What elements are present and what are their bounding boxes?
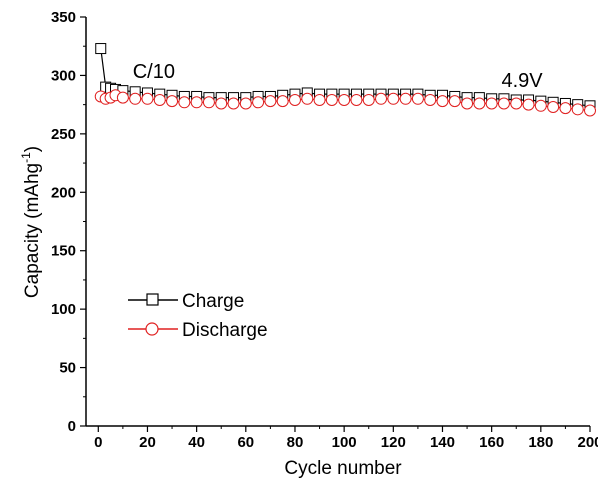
data-point <box>202 96 215 109</box>
legend-charge-marker <box>146 293 159 306</box>
data-point <box>239 97 252 110</box>
legend-discharge-label: Discharge <box>182 320 268 341</box>
x-tick-label: 120 <box>381 434 406 451</box>
y-tick-label: 350 <box>51 9 76 26</box>
data-point <box>264 95 277 108</box>
data-point <box>313 93 326 106</box>
y-tick-label: 0 <box>68 418 76 435</box>
data-point <box>178 96 191 109</box>
data-point <box>375 92 388 105</box>
data-point <box>448 95 461 108</box>
data-point <box>436 95 449 108</box>
data-point <box>571 103 584 116</box>
x-tick-label: 180 <box>528 434 553 451</box>
y-tick-label: 250 <box>51 126 76 143</box>
data-point <box>227 97 240 110</box>
y-tick-label: 50 <box>59 360 76 377</box>
data-point <box>424 93 437 106</box>
data-point <box>534 99 547 112</box>
data-point <box>399 92 412 105</box>
annotation-label: 4.9V <box>501 70 543 92</box>
x-tick-label: 40 <box>188 434 205 451</box>
data-point <box>301 92 314 105</box>
plot-area <box>94 43 596 117</box>
x-tick-label: 20 <box>139 434 156 451</box>
data-point <box>129 92 142 105</box>
data-point <box>485 97 498 110</box>
x-tick-label: 60 <box>237 434 254 451</box>
data-point <box>190 96 203 109</box>
x-tick-label: 200 <box>577 434 598 451</box>
data-point <box>95 43 107 55</box>
data-point <box>473 97 486 110</box>
y-axis-title: Capacity (mAhg-1) <box>19 146 43 298</box>
x-tick-label: 100 <box>332 434 357 451</box>
data-point <box>497 97 510 110</box>
annotation-label: C/10 <box>133 61 175 83</box>
data-point <box>411 92 424 105</box>
x-tick-label: 0 <box>94 434 102 451</box>
y-axis-title-superscript: -1 <box>19 152 33 163</box>
data-point <box>166 95 179 108</box>
y-tick-label: 200 <box>51 184 76 201</box>
data-point <box>584 104 596 117</box>
data-point <box>547 100 560 113</box>
data-point <box>116 91 129 104</box>
data-point <box>141 92 154 105</box>
series-discharge <box>94 89 596 117</box>
x-axis-title: Cycle number <box>284 458 402 479</box>
data-point <box>288 93 301 106</box>
data-point <box>338 93 351 106</box>
data-point <box>362 93 375 106</box>
legend-charge-label: Charge <box>182 291 244 312</box>
legend: Charge Discharge <box>128 291 268 341</box>
x-tick-label: 80 <box>287 434 304 451</box>
y-axis-title-main: Capacity (mAhg <box>22 163 43 298</box>
data-point <box>461 97 474 110</box>
x-tick-label: 160 <box>479 434 504 451</box>
data-point <box>510 97 523 110</box>
data-point <box>153 93 166 106</box>
axes: 0 20 40 60 80 100 120 140 160 180 200 0 50 100 150 200 2… <box>51 9 598 451</box>
data-point <box>252 96 265 109</box>
y-tick-label: 150 <box>51 243 76 260</box>
data-point <box>215 97 228 110</box>
data-point <box>350 93 363 106</box>
data-point <box>387 92 400 105</box>
y-tick-label: 100 <box>51 301 76 318</box>
data-point <box>276 95 289 108</box>
y-tick-label: 300 <box>51 67 76 84</box>
legend-discharge-marker <box>145 322 159 336</box>
y-axis-title-close: ) <box>22 146 43 152</box>
annotations: C/10 4.9V <box>133 61 544 92</box>
data-point <box>522 98 535 111</box>
data-point <box>559 102 572 115</box>
x-tick-label: 140 <box>430 434 455 451</box>
data-point <box>325 93 338 106</box>
